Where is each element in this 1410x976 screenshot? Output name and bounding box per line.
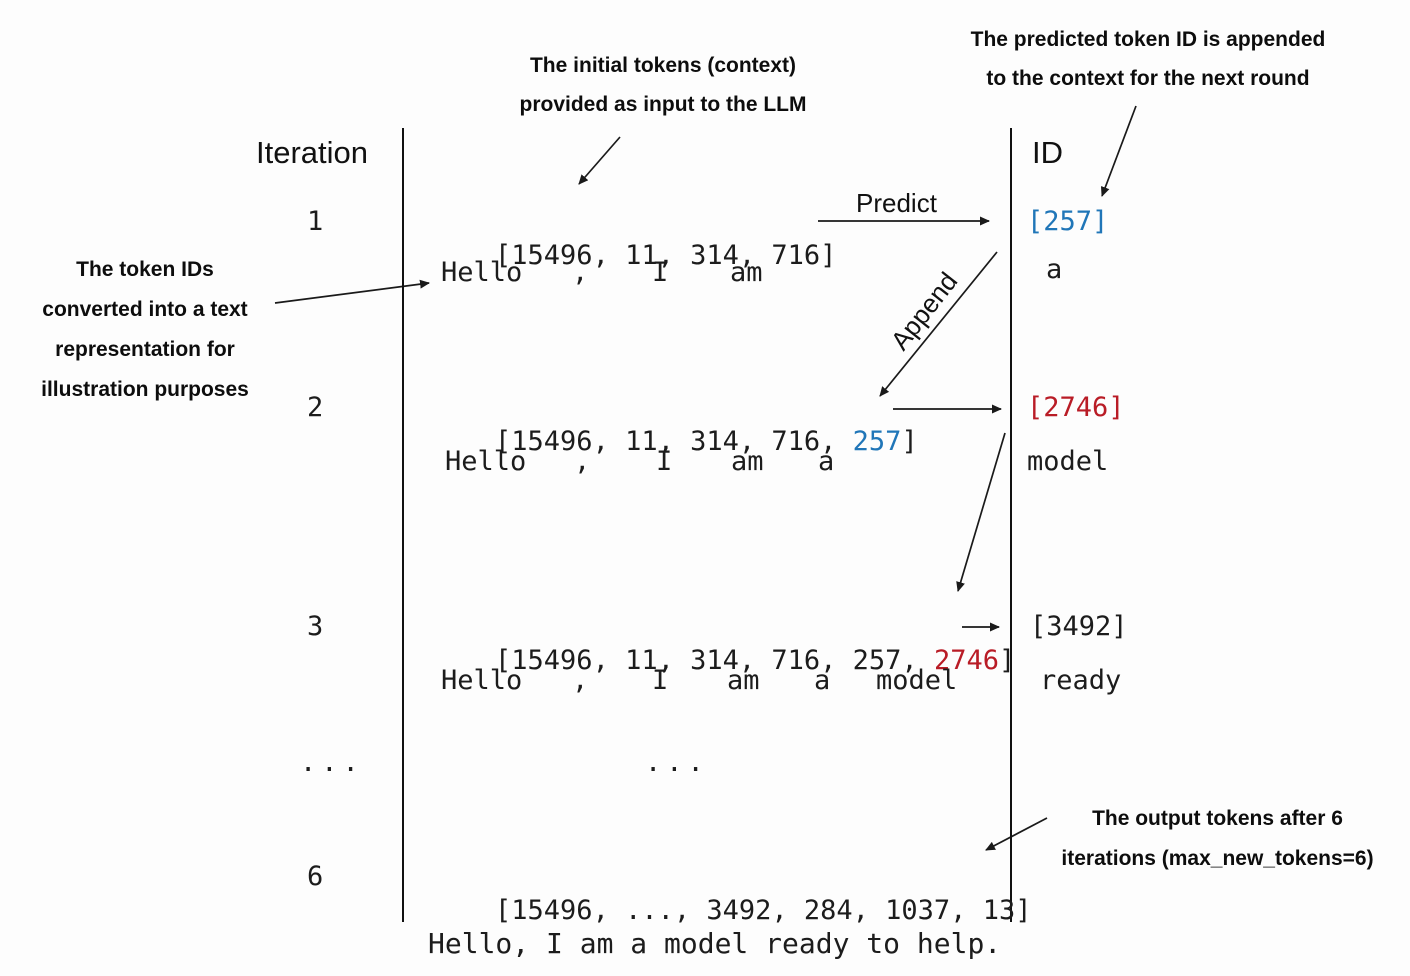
iteration-number: 3 [307,611,324,642]
token-ids-annotation-arrow [274,279,430,304]
iteration-number: 6 [307,861,324,892]
iteration-ellipsis: ... [300,747,364,778]
word: model [876,665,958,696]
token-segment-highlight: 257 [852,426,902,457]
word: Hello [441,257,523,288]
predicted-id: [2746] [1027,392,1125,423]
word: , [572,665,589,696]
annotation-line: The output tokens after 6 [1092,807,1343,830]
word: Hello [441,665,523,696]
token-array: [15496, 11, 314, 716, 257] [430,391,918,493]
iteration-number: 2 [307,392,324,423]
word: I [656,446,673,477]
append-label: Append [884,266,964,356]
token-segment: [15496, 11, 314, 716, 257, [495,645,934,676]
token-segment: ] [901,426,918,457]
annotation-line: The predicted token ID is appended [970,28,1326,51]
output-tokens-annotation: The output tokens after 6 iterations (ma… [1035,799,1400,879]
token-segment: [15496, 11, 314, 716] [495,240,837,271]
predict-label: Predict [856,188,937,218]
word: Hello [445,446,527,477]
predicted-token-annotation-arrow [1100,105,1137,197]
annotation-line: illustration purposes [41,378,249,401]
initial-tokens-annotation: The initial tokens (context) provided as… [463,46,863,124]
word: a [814,665,831,696]
token-segment: [15496, ..., 3492, 284, 1037, 13] [495,895,1032,926]
annotation-line: to the context for the next round [986,67,1310,90]
predicted-token-annotation: The predicted token ID is appended to th… [948,20,1348,98]
word: I [652,665,669,696]
annotation-line: provided as input to the LLM [519,93,807,116]
predicted-word: a [1046,254,1063,285]
annotation-line: converted into a text [42,298,248,321]
predicted-word: model [1027,446,1109,477]
word: , [574,446,591,477]
token-segment: [15496, 11, 314, 716, [495,426,853,457]
right-column-divider [1010,128,1012,922]
token-array: [15496, ..., 3492, 284, 1037, 13] [430,860,1031,962]
word: , [572,257,589,288]
initial-tokens-annotation-arrow [578,136,621,185]
token-array: [15496, 11, 314, 716, 257, 2746] [430,610,1015,712]
id-column-header: ID [1032,135,1063,170]
context-ellipsis: ... [645,747,709,778]
token-array: [15496, 11, 314, 716] [430,205,836,307]
word: am [730,257,763,288]
final-output-text: Hello, I am a model ready to help. [428,927,1002,960]
token-segment: ] [998,645,1016,676]
token-ids-annotation: The token IDs converted into a text repr… [14,250,276,410]
word: am [727,665,760,696]
predicted-id: [3492] [1030,611,1128,642]
annotation-line: The initial tokens (context) [529,54,797,77]
append-down-arrow [956,432,1006,592]
iteration-column-header: Iteration [256,135,369,170]
word: a [818,446,835,477]
predicted-id: [257] [1027,206,1109,237]
word: I [652,257,669,288]
annotation-line: iterations (max_new_tokens=6) [1061,847,1374,870]
iteration-number: 1 [307,206,324,237]
word: am [731,446,764,477]
left-column-divider [402,128,404,922]
annotation-line: The token IDs [76,258,214,281]
annotation-line: representation for [55,338,235,361]
token-segment-highlight: 2746 [933,645,999,676]
predicted-word: ready [1040,665,1122,696]
